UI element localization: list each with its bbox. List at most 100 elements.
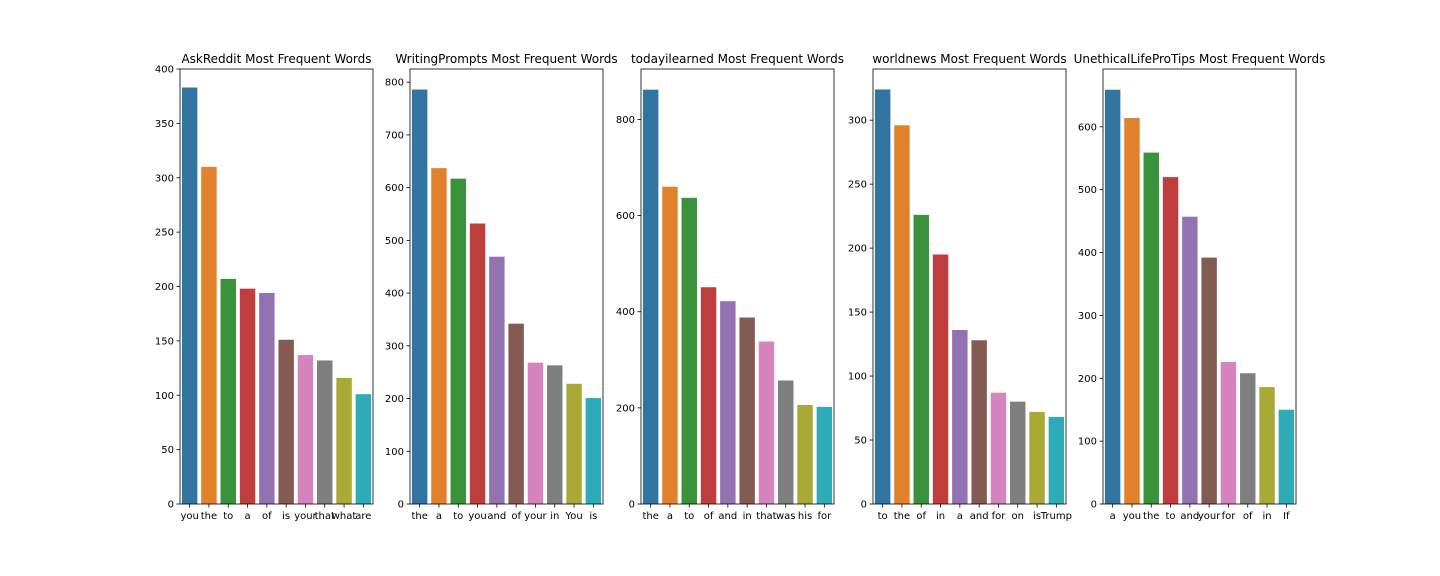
y-tick-label: 300 [385,341,404,352]
x-tick-label: for [992,511,1007,522]
x-tick-label: the [1143,511,1159,522]
chart-title: WritingPrompts Most Frequent Words [395,52,617,66]
bar-to [681,197,697,504]
bar-is [585,398,602,504]
y-tick-label: 200 [1078,374,1097,385]
x-tick-label: to [223,511,233,522]
y-tick-label: 300 [155,173,174,184]
y-tick-label: 600 [616,211,635,222]
bar-you [566,383,582,504]
bar-you [1124,118,1140,504]
x-tick-label: to [1166,511,1176,522]
x-tick-label: in [1262,511,1271,522]
bar-to [1162,177,1179,504]
x-tick-label: on [1012,511,1024,522]
x-tick-label: that [315,511,335,522]
bar-of [508,323,524,504]
y-tick-label: 400 [1078,248,1097,259]
bar-trump [1048,417,1065,504]
bar-for [816,406,833,504]
subplot-1: AskReddit Most Frequent Words 0 50 100 150 20… [155,52,374,522]
y-tick-label: 50 [854,436,867,447]
y-tick-label: 0 [398,500,404,511]
x-tick-label: was [776,511,796,522]
x-tick-label: you [1123,511,1141,522]
x-tick-label: You [564,511,582,522]
x-tick-label: Trump [1040,511,1072,522]
x-tick-label: your [294,511,317,522]
bar-the [642,89,659,505]
y-tick-label: 800 [385,78,404,89]
bar-a [952,330,968,504]
bar-the [201,166,217,505]
bar-of [259,293,275,504]
x-tick-label: you [180,511,198,522]
y-tick-label: 250 [848,180,867,191]
bar-the [1143,152,1159,505]
bar-if [1278,409,1295,504]
bar-and [1182,216,1198,504]
y-tick-label: 0 [168,500,174,511]
y-tick-label: 200 [155,282,174,293]
subplot-4: worldnews Most Frequent Words 0 50 100 150 20… [848,52,1072,522]
x-tick-label: your [1198,511,1221,522]
x-tick-label: a [957,511,963,522]
bar-for [1220,361,1237,504]
bar-to [874,89,891,504]
bar-was [778,380,794,504]
x-tick-label: a [1110,511,1116,522]
axes-frame [1102,68,1297,505]
y-tick-label: 0 [861,500,867,511]
y-tick-label: 0 [1091,500,1097,511]
x-tick-label: a [244,511,250,522]
y-tick-label: 100 [155,391,174,402]
bar-the [411,89,428,504]
x-tick-label: for [1222,511,1237,522]
y-tick-label: 150 [155,336,174,347]
x-tick-label: and [970,511,989,522]
x-tick-label: is [282,511,290,522]
y-tick-label: 600 [385,183,404,194]
bar-in [1259,387,1275,504]
y-tick-label: 400 [616,307,635,318]
bar-your [297,355,314,504]
bar-to [450,178,466,505]
bar-in [547,365,563,504]
subplot-2: WritingPrompts Most Frequent Words 0 100 20… [385,52,618,522]
x-tick-label: that [756,511,776,522]
x-tick-label: to [453,511,463,522]
bar-of [913,214,929,504]
bar-in [739,317,755,504]
y-tick-label: 400 [385,289,404,300]
chart-title: worldnews Most Frequent Words [872,52,1066,66]
y-tick-label: 700 [385,130,404,141]
bar-on [1010,401,1026,504]
x-tick-label: is [589,511,597,522]
y-tick-label: 100 [1078,437,1097,448]
y-tick-label: 150 [848,308,867,319]
y-tick-label: 200 [848,244,867,255]
bar-that [317,360,333,504]
y-tick-label: 300 [848,116,867,127]
bar-in [932,254,949,504]
x-tick-label: of [1243,511,1253,522]
y-tick-label: 100 [848,372,867,383]
x-tick-label: is [1033,511,1041,522]
x-tick-label: the [894,511,910,522]
bar-a [431,168,447,504]
bar-what [336,377,352,504]
bar-of [1240,373,1256,504]
y-tick-label: 300 [1078,311,1097,322]
x-tick-label: his [798,511,812,522]
x-tick-label: to [684,511,694,522]
chart-title: todayilearned Most Frequent Words [631,52,844,66]
axes-frame [409,68,604,505]
x-tick-label: for [817,511,832,522]
x-tick-label: in [550,511,559,522]
y-tick-label: 400 [155,65,174,76]
y-tick-label: 500 [385,236,404,247]
bar-is [1029,411,1045,504]
axes-frame [640,68,835,505]
y-tick-label: 50 [161,445,174,456]
